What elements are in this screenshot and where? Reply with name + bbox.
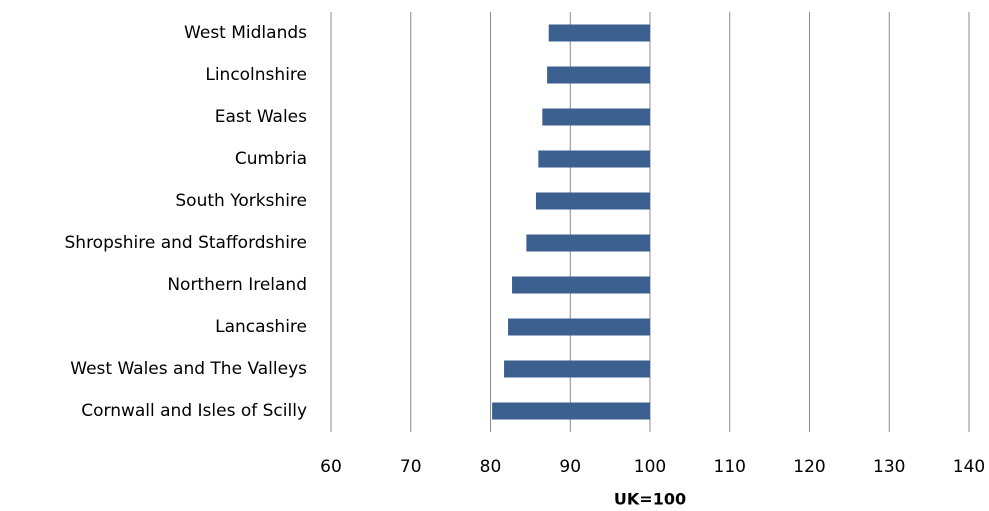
y-tick-label: Lincolnshire xyxy=(205,65,307,85)
y-tick-label: East Wales xyxy=(215,107,307,127)
bar xyxy=(542,108,650,126)
bar xyxy=(492,402,650,420)
x-tick-label: 130 xyxy=(873,457,905,477)
bar xyxy=(504,360,650,378)
x-tick-label: 140 xyxy=(953,457,985,477)
y-tick-label: Cumbria xyxy=(235,149,307,169)
bar xyxy=(547,66,650,84)
y-tick-label: Shropshire and Staffordshire xyxy=(65,233,308,253)
bar xyxy=(535,192,650,210)
y-tick-label: Northern Ireland xyxy=(167,275,307,295)
x-tick-label: 90 xyxy=(559,457,581,477)
bar xyxy=(508,318,650,336)
y-tick-label: West Midlands xyxy=(184,23,307,43)
y-tick-label: West Wales and The Valleys xyxy=(70,359,307,379)
bar xyxy=(548,24,650,42)
x-tick-label: 70 xyxy=(400,457,422,477)
y-tick-label: Lancashire xyxy=(215,317,307,337)
x-axis-label: UK=100 xyxy=(614,490,686,509)
bar xyxy=(526,234,650,252)
x-tick-label: 100 xyxy=(634,457,666,477)
x-tick-label: 110 xyxy=(714,457,746,477)
bar xyxy=(538,150,650,168)
y-tick-label: South Yorkshire xyxy=(175,191,307,211)
x-tick-label: 60 xyxy=(320,457,342,477)
x-tick-label: 120 xyxy=(793,457,825,477)
bar xyxy=(512,276,650,294)
y-tick-label: Cornwall and Isles of Scilly xyxy=(81,401,307,421)
x-tick-label: 80 xyxy=(480,457,502,477)
